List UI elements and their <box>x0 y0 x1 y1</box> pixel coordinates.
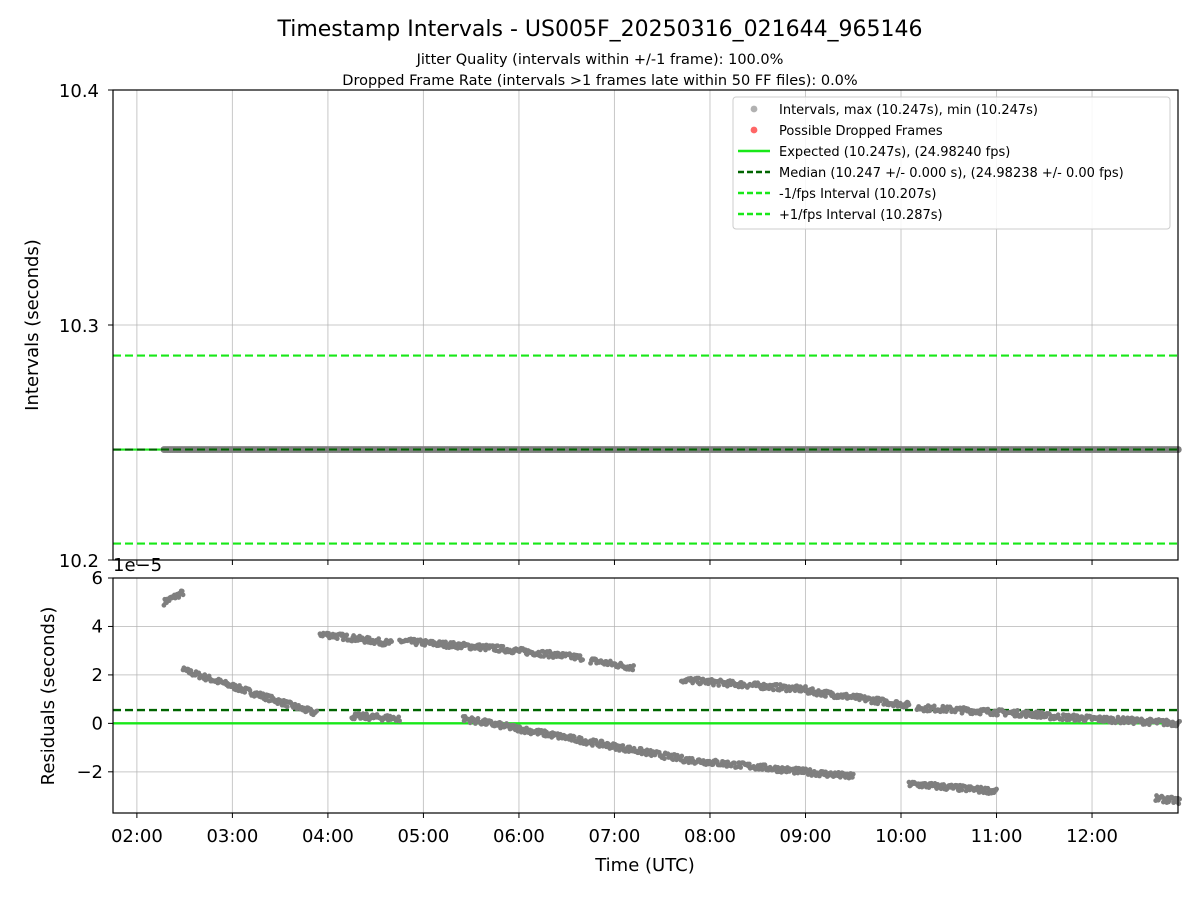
residual-point <box>670 757 676 763</box>
bottom-panel: 02:00 03:00 04:00 05:00 06:00 07:00 08:00 09:00… <box>38 555 1182 876</box>
bottom-y-axis-label: Residuals (seconds) <box>38 607 59 786</box>
residual-point <box>180 592 186 598</box>
residual-point <box>314 708 320 714</box>
top-y-ticks: 10.2 10.3 10.4 <box>59 81 1093 572</box>
residual-point <box>344 632 350 638</box>
top-y-tick-label: 10.4 <box>59 81 99 102</box>
legend-item: Possible Dropped Frames <box>750 124 943 139</box>
legend-label: Intervals, max (10.247s), min (10.247s) <box>779 103 1038 118</box>
residual-point <box>376 636 382 642</box>
x-tick-label: 12:00 <box>1066 826 1118 847</box>
legend-item: Expected (10.247s), (24.98240 fps) <box>738 145 1010 160</box>
top-panel: 10.2 10.3 10.4 Intervals (seconds) Interva… <box>22 81 1182 572</box>
x-tick-label: 06:00 <box>493 826 545 847</box>
legend-label: Possible Dropped Frames <box>779 124 943 139</box>
residual-point <box>334 636 340 642</box>
legend-box <box>732 96 1171 230</box>
legend-label: Expected (10.247s), (24.98240 fps) <box>779 145 1010 160</box>
x-tick-label: 10:00 <box>875 826 927 847</box>
x-tick-label: 09:00 <box>780 826 832 847</box>
bottom-plot-frame <box>112 577 1179 814</box>
top-intervals-series <box>113 446 1182 453</box>
residual-point <box>1060 717 1065 723</box>
residual-point <box>931 703 937 709</box>
residual-point <box>850 771 856 777</box>
bottom-y-tick-label: 4 <box>92 616 103 637</box>
residual-point <box>679 753 685 759</box>
residual-point <box>351 633 357 638</box>
residual-point <box>738 765 744 770</box>
residual-point <box>389 639 394 644</box>
x-tick-label: 08:00 <box>684 826 736 847</box>
bottom-reference-lines <box>113 708 1178 725</box>
residual-point <box>631 663 636 668</box>
offset-label: 1e−5 <box>113 555 162 576</box>
residual-point <box>1176 801 1182 807</box>
chart-subtitle-jitter: Jitter Quality (intervals within +/-1 fr… <box>416 52 784 68</box>
x-tick-label: 11:00 <box>971 826 1023 847</box>
residual-point <box>179 588 185 594</box>
residual-point <box>1146 722 1152 728</box>
residual-point <box>995 712 1000 718</box>
residual-point <box>242 689 248 695</box>
legend: Intervals, max (10.247s), min (10.247s) P… <box>732 96 1171 230</box>
legend-marker <box>750 126 758 134</box>
residual-point <box>397 718 402 724</box>
residual-point <box>500 643 506 649</box>
x-axis-label: Time (UTC) <box>594 855 695 876</box>
residual-point <box>762 762 768 768</box>
residual-point <box>596 744 602 749</box>
residual-point <box>770 687 776 693</box>
residual-point <box>732 760 737 766</box>
bottom-ticks: 02:00 03:00 04:00 05:00 06:00 07:00 08:00 09:00… <box>76 568 1118 847</box>
x-tick-label: 07:00 <box>589 826 641 847</box>
top-y-axis-label: Intervals (seconds) <box>22 239 43 411</box>
residual-point <box>620 743 626 748</box>
bottom-y-tick-label: 0 <box>92 713 103 734</box>
top-y-tick-label: 10.3 <box>59 316 99 337</box>
residual-point <box>716 683 722 688</box>
x-tick-label: 04:00 <box>302 826 354 847</box>
residual-point <box>202 672 208 678</box>
legend-item: Median (10.247 +/- 0.000 s), (24.98238 +… <box>738 166 1124 181</box>
residual-point <box>746 761 752 767</box>
legend-label: +1/fps Interval (10.287s) <box>779 208 943 223</box>
chart-title: Timestamp Intervals - US005F_20250316_02… <box>276 17 922 42</box>
legend-label: -1/fps Interval (10.207s) <box>779 187 936 202</box>
top-plot-frame <box>112 89 1179 561</box>
x-tick-label: 05:00 <box>397 826 449 847</box>
legend-label: Median (10.247 +/- 0.000 s), (24.98238 +… <box>779 166 1124 181</box>
x-tick-label: 03:00 <box>206 826 258 847</box>
legend-item: -1/fps Interval (10.207s) <box>738 187 936 202</box>
residual-point <box>791 770 797 776</box>
top-y-tick-label: 10.2 <box>59 551 99 572</box>
residual-point <box>590 742 595 748</box>
legend-item: Intervals, max (10.247s), min (10.247s) <box>750 103 1038 118</box>
legend-marker <box>750 105 758 113</box>
residual-point <box>284 704 290 710</box>
residual-point <box>823 693 828 699</box>
residual-point <box>774 682 780 687</box>
residuals-series <box>161 588 1182 807</box>
residual-point <box>662 756 667 762</box>
bottom-y-tick-label: 2 <box>92 665 103 686</box>
chart-subtitle-dropped: Dropped Frame Rate (intervals >1 frames … <box>342 73 857 89</box>
residual-point <box>1015 708 1020 713</box>
bottom-y-tick-label: −2 <box>76 762 103 783</box>
residual-point <box>906 702 912 708</box>
residual-point <box>630 667 636 673</box>
residual-point <box>396 714 402 720</box>
residual-point <box>571 734 577 740</box>
residual-point <box>994 786 999 792</box>
legend-item: +1/fps Interval (10.287s) <box>738 208 943 223</box>
bottom-y-tick-label: 6 <box>92 568 103 589</box>
x-tick-label: 02:00 <box>111 826 163 847</box>
residual-point <box>443 639 448 645</box>
residual-point <box>959 787 965 793</box>
residual-point <box>580 657 586 663</box>
residual-point <box>577 653 583 659</box>
